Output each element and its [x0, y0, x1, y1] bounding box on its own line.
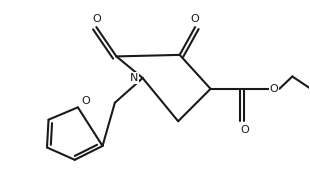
Text: O: O	[81, 96, 90, 106]
Text: O: O	[92, 14, 101, 24]
Text: O: O	[269, 84, 278, 94]
Text: O: O	[191, 14, 200, 24]
Text: O: O	[240, 125, 249, 135]
Text: N: N	[130, 73, 138, 83]
